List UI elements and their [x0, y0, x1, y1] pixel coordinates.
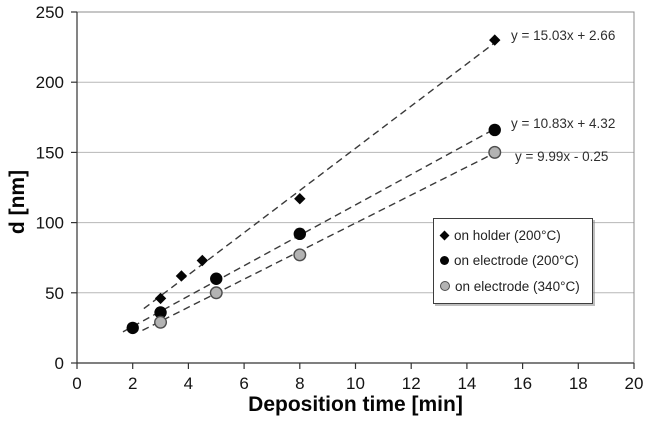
y-tick-label: 150 [36, 143, 64, 162]
data-point-circle-gray [209, 286, 223, 300]
x-tick-label: 20 [625, 374, 644, 393]
x-tick-label: 16 [513, 374, 532, 393]
data-point-circle-gray [488, 145, 502, 159]
x-tick-label: 18 [569, 374, 588, 393]
data-point-circle-gray [293, 248, 307, 262]
data-point-circle-black [154, 306, 167, 319]
x-axis-title: Deposition time [min] [248, 393, 463, 416]
trendline-equation-electrode-340: y = 9.99x - 0.25 [515, 149, 609, 164]
x-tick-label: 10 [346, 374, 365, 393]
data-point-diamond [294, 193, 306, 205]
legend-item-electrode-200: on electrode (200°C) [440, 253, 589, 268]
y-axis-title: d [nm] [6, 169, 29, 235]
data-point-diamond [489, 34, 501, 46]
data-point-circle-black [210, 272, 223, 285]
x-tick-label: 0 [72, 374, 81, 393]
x-tick-label: 12 [402, 374, 421, 393]
y-tick-label: 50 [45, 284, 64, 303]
y-tick-label: 0 [55, 354, 64, 373]
legend-item-label: on electrode (200°C) [454, 253, 579, 269]
data-point-diamond [175, 270, 188, 282]
legend-item-label: on holder (200°C) [454, 228, 561, 244]
x-tick-label: 8 [295, 374, 304, 393]
y-tick-label: 200 [36, 73, 64, 92]
data-point-circle-gray [154, 315, 168, 329]
y-tick-label: 100 [36, 214, 64, 233]
gray-circle-marker-icon [440, 281, 450, 292]
legend: on holder (200°C) on electrode (200°C) o… [433, 218, 593, 304]
y-tick-label: 250 [36, 3, 64, 22]
legend-item-electrode-340: on electrode (340°C) [440, 279, 589, 294]
data-point-circle-black [488, 123, 501, 137]
x-tick-label: 14 [457, 374, 476, 393]
trendline [142, 150, 498, 332]
data-point-diamond [196, 254, 209, 267]
legend-item-label: on electrode (340°C) [455, 278, 580, 294]
x-tick-label: 4 [184, 374, 193, 393]
diamond-marker-icon [439, 230, 450, 241]
trendline-equation-electrode-200: y = 10.83x + 4.32 [511, 116, 616, 131]
trendline-equation-holder-200: y = 15.03x + 2.66 [511, 28, 616, 43]
data-point-circle-black [293, 227, 306, 241]
x-tick-label: 6 [239, 374, 248, 393]
trendline [122, 126, 498, 333]
x-tick-label: 2 [128, 374, 137, 393]
black-circle-marker-icon [440, 256, 449, 266]
data-point-diamond [154, 292, 167, 305]
data-point-circle-black [126, 321, 139, 335]
legend-item-holder-200: on holder (200°C) [439, 228, 589, 244]
